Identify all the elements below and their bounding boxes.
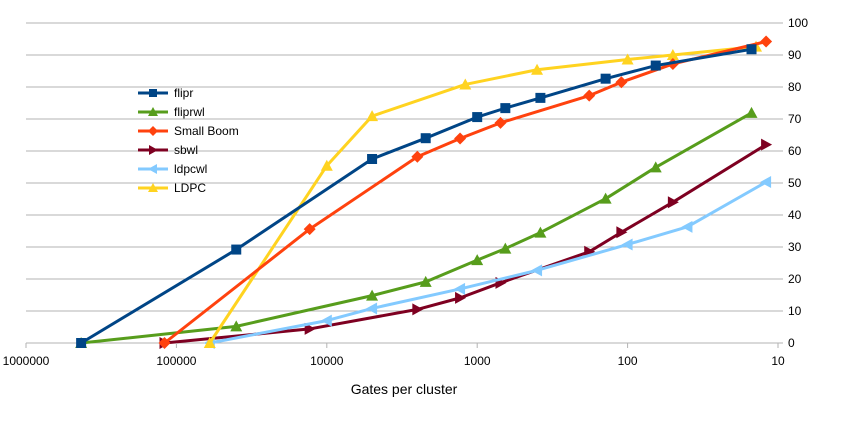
data-point [420, 133, 431, 144]
x-tick-label: 1000000 [3, 354, 50, 368]
data-point [454, 282, 466, 295]
data-point [203, 337, 216, 348]
data-point [583, 89, 596, 102]
data-point [600, 73, 611, 84]
data-point [615, 76, 628, 89]
y-tick-label: 0 [788, 336, 795, 350]
data-point [621, 238, 633, 251]
data-point [454, 132, 467, 145]
legend-item: flipr [138, 86, 193, 100]
y-tick-label: 70 [788, 112, 802, 126]
legend-marker [149, 89, 157, 97]
data-point [535, 92, 546, 103]
legend-item: fliprwl [138, 105, 205, 119]
x-tick-label: 100 [618, 354, 638, 368]
legend-label: fliprwl [174, 105, 205, 119]
x-axis-title: Gates per cluster [351, 381, 458, 397]
data-point [471, 254, 484, 266]
data-point [499, 242, 512, 254]
series-line [209, 180, 767, 345]
x-axis: 1000000 100000 10000 1000 100 10 [3, 343, 785, 368]
x-tick-label: 10000 [310, 354, 344, 368]
data-point [366, 289, 379, 301]
x-tick-label: 100000 [156, 354, 196, 368]
y-tick-label: 100 [788, 16, 808, 30]
data-point [412, 303, 424, 316]
data-point [459, 78, 472, 90]
data-point [531, 264, 543, 277]
data-point [158, 337, 171, 349]
data-point [320, 159, 333, 171]
legend-item: Small Boom [138, 124, 239, 138]
data-point [745, 106, 758, 118]
legend-label: sbwl [174, 143, 198, 157]
legend-item: ldpcwl [138, 162, 207, 176]
legend-marker [149, 145, 158, 155]
series-line [80, 47, 752, 345]
data-point [76, 338, 87, 348]
data-point [304, 322, 316, 335]
legend-label: flipr [174, 86, 193, 100]
series-sbwl [159, 138, 773, 349]
y-tick-label: 90 [788, 48, 802, 62]
series-line [80, 111, 753, 345]
legend-item: sbwl [138, 143, 198, 157]
data-point [419, 275, 432, 287]
gridlines [26, 22, 778, 344]
y-axis: 0 10 20 30 40 50 60 70 80 90 100 [778, 16, 808, 350]
data-point [534, 226, 547, 238]
data-point [760, 176, 772, 189]
data-point [667, 196, 679, 209]
data-point [230, 320, 243, 332]
data-point [500, 103, 511, 114]
data-point [760, 35, 773, 48]
series-line [164, 143, 767, 345]
legend-label: ldpcwl [174, 162, 207, 176]
legend-item: LDPC [138, 181, 206, 195]
legend-marker [148, 183, 158, 192]
legend-marker [148, 107, 158, 116]
legend-label: LDPC [174, 181, 206, 195]
data-point [455, 291, 467, 304]
data-point [472, 112, 483, 123]
data-point [761, 138, 773, 151]
data-point [366, 302, 378, 315]
data-point [303, 223, 316, 236]
data-point [746, 44, 757, 55]
data-point [650, 60, 661, 71]
y-tick-label: 50 [788, 176, 802, 190]
data-point [621, 53, 634, 65]
data-point [320, 314, 332, 327]
legend-marker [148, 164, 157, 174]
y-tick-label: 30 [788, 240, 802, 254]
y-tick-label: 20 [788, 272, 802, 286]
y-tick-label: 60 [788, 144, 802, 158]
series-line [208, 45, 757, 344]
y-tick-label: 10 [788, 304, 802, 318]
data-point [231, 244, 242, 255]
legend-label: Small Boom [174, 124, 239, 138]
data-point [599, 192, 612, 204]
data-point [616, 226, 628, 239]
data-point [366, 110, 379, 122]
series-ldpcwl [203, 176, 772, 349]
data-point [411, 150, 424, 163]
series-flipr [76, 44, 757, 348]
plot-area [75, 35, 773, 349]
data-point [367, 154, 378, 164]
y-tick-label: 40 [788, 208, 802, 222]
data-point [666, 49, 679, 60]
data-point [649, 161, 662, 173]
y-tick-label: 80 [788, 80, 802, 94]
x-tick-label: 1000 [464, 354, 491, 368]
legend: flipr fliprwl Small Boom sbwl ldpcwl LDPC [138, 86, 239, 195]
x-tick-label: 10 [771, 354, 785, 368]
legend-marker [148, 126, 158, 136]
data-point [681, 220, 693, 233]
data-point [494, 116, 507, 129]
data-point [531, 63, 544, 75]
